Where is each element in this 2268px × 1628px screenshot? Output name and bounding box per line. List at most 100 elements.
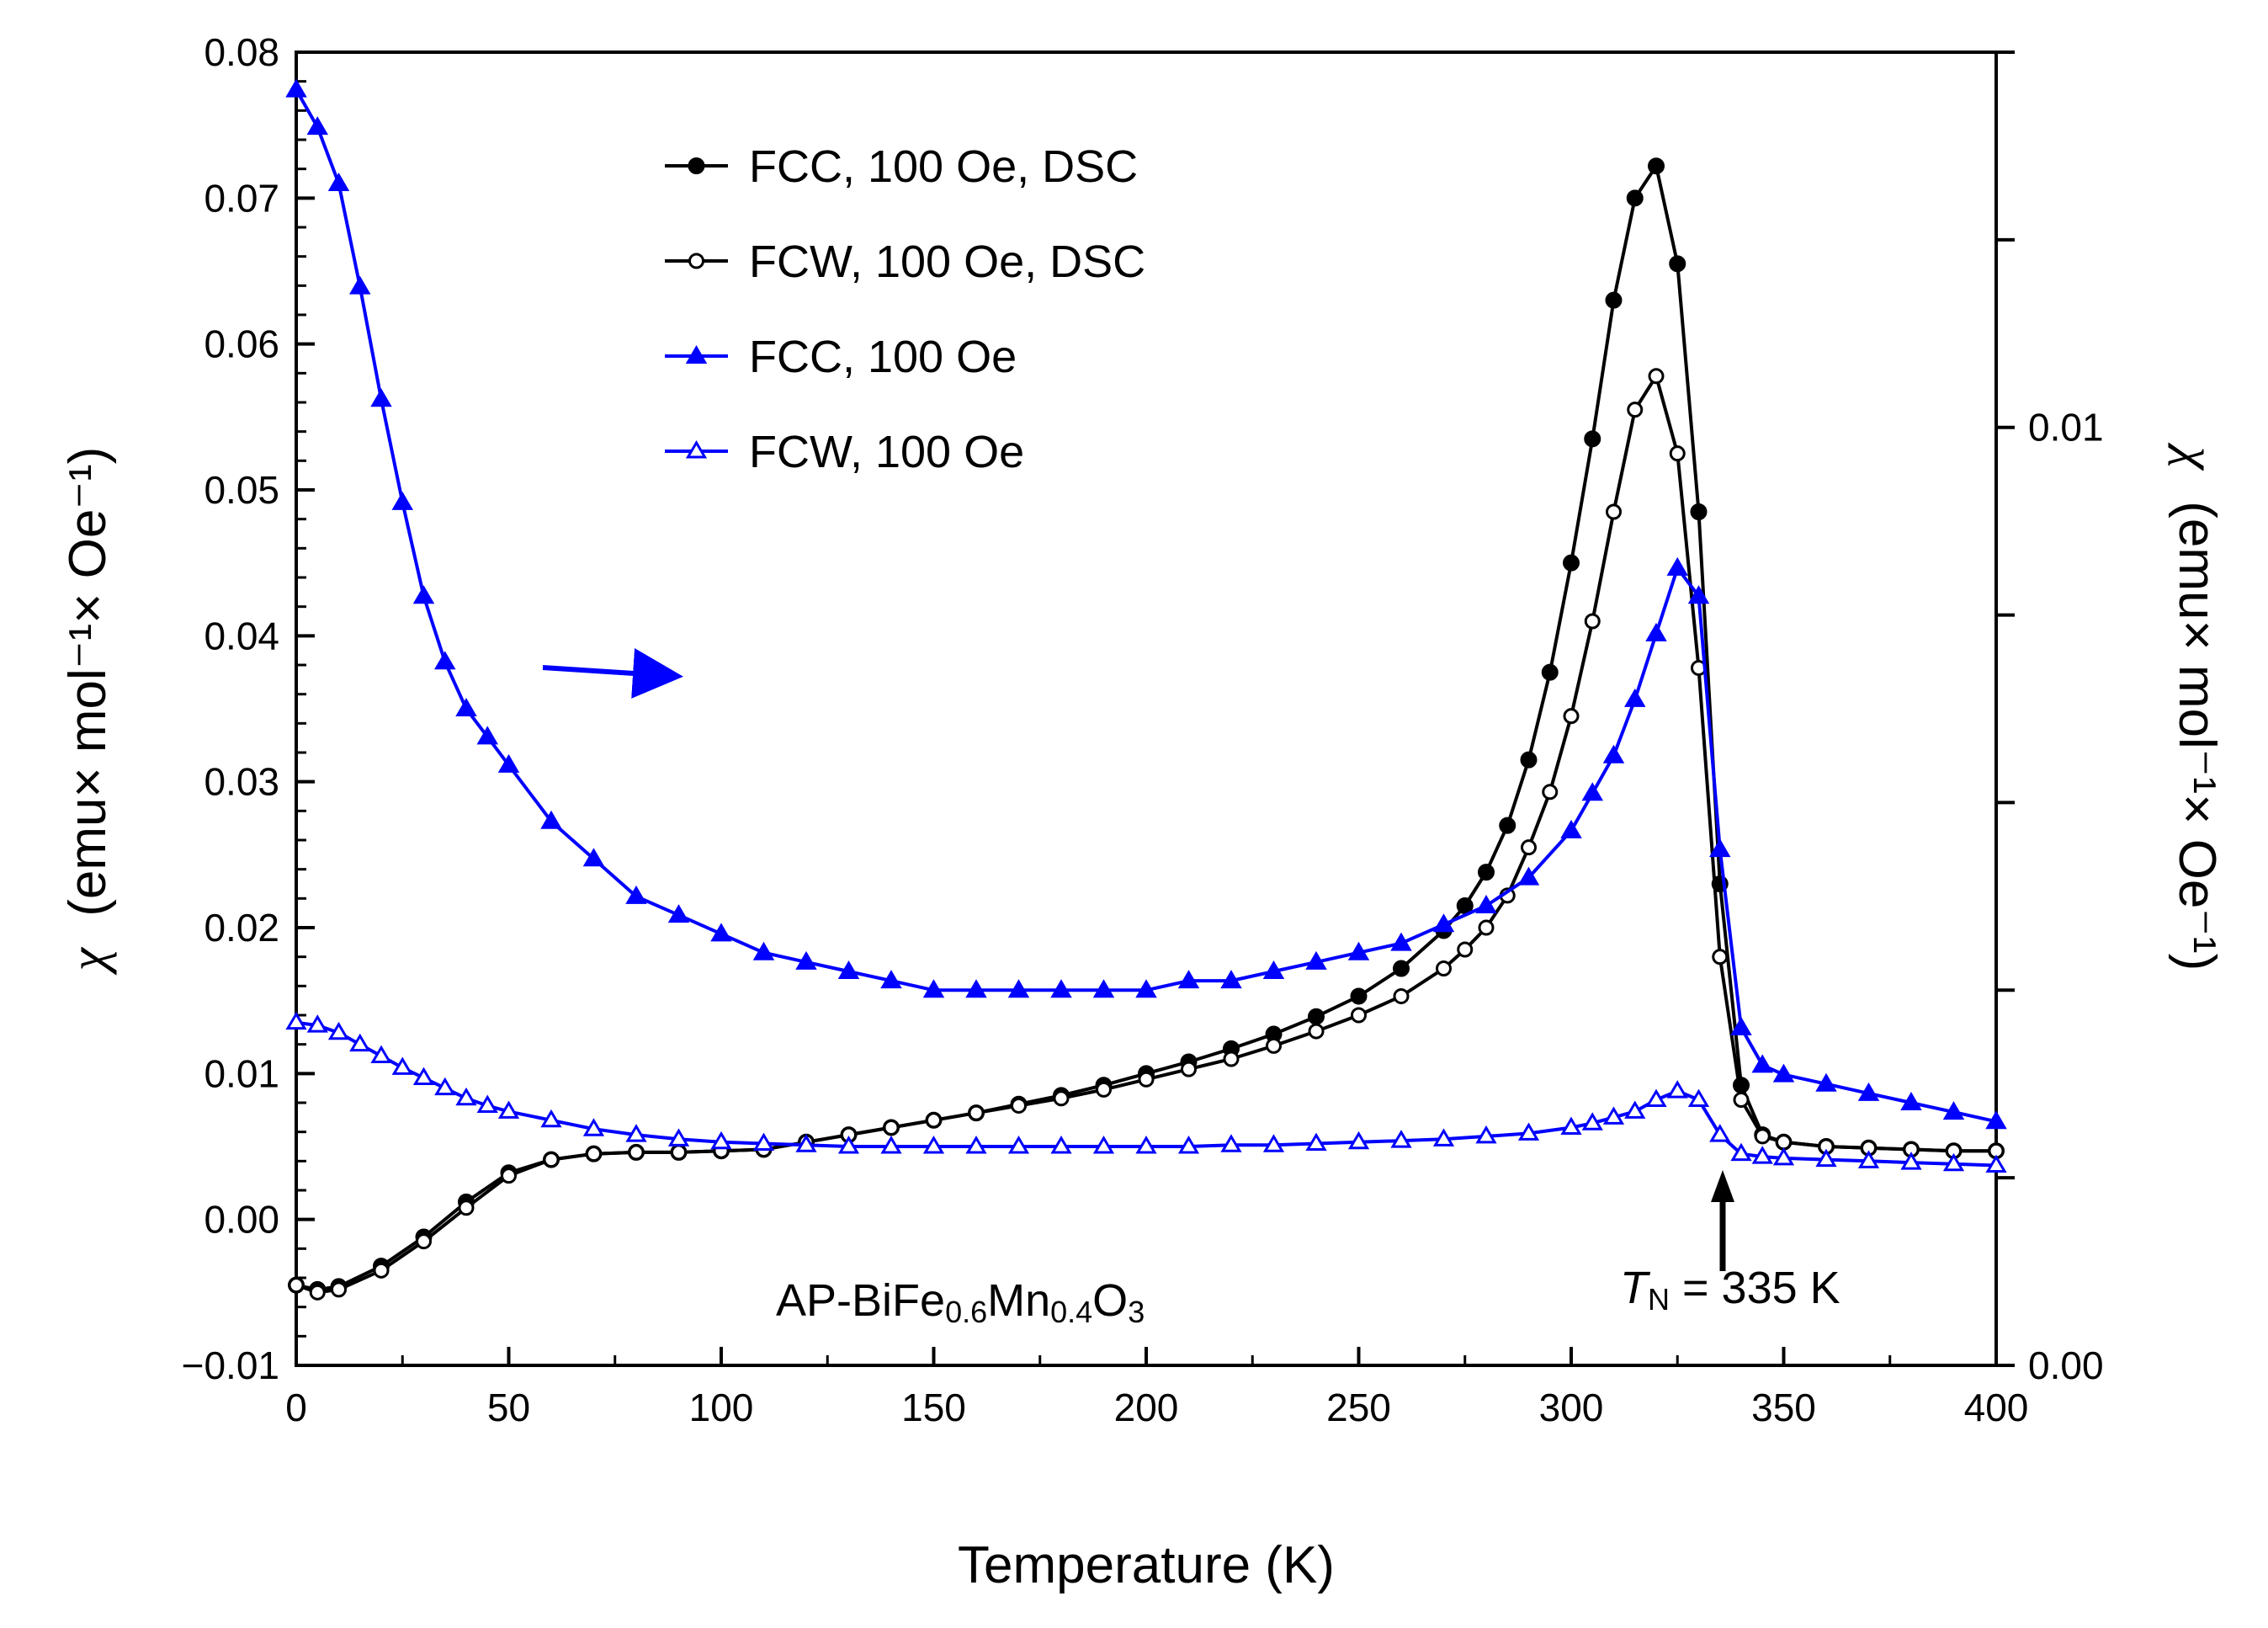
data-point <box>1563 708 1580 725</box>
data-point <box>1645 1088 1667 1108</box>
data-point <box>1648 368 1665 385</box>
data-point <box>1308 1023 1325 1040</box>
data-point <box>1351 1007 1367 1024</box>
data-point <box>1776 1134 1792 1151</box>
data-point <box>582 848 605 867</box>
data-point <box>922 979 945 998</box>
left-y-tick-label: 0.02 <box>204 906 279 950</box>
data-point <box>1521 839 1537 856</box>
data-point <box>455 1087 477 1106</box>
data-point <box>752 1132 775 1152</box>
right-y-axis-ticks: 0.00 0.01 <box>1996 51 2104 1387</box>
data-point <box>1666 556 1688 576</box>
legend-marker <box>685 345 708 364</box>
legend-label: FCC, 100 Oe, DSC <box>749 141 1138 192</box>
svg-text:χ (emu× mol⁻¹× Oe⁻¹): χ (emu× mol⁻¹× Oe⁻¹) <box>59 447 117 976</box>
data-point <box>309 1284 326 1301</box>
data-point <box>1305 950 1327 970</box>
x-tick-label-100: 100 <box>689 1386 754 1429</box>
data-point <box>1581 1112 1603 1131</box>
data-point <box>1393 960 1410 977</box>
data-point <box>1857 1150 1880 1168</box>
left-y-tick-label: 0.04 <box>204 614 279 657</box>
svg-text:χ (emu× mol⁻¹× Oe⁻¹): χ (emu× mol⁻¹× Oe⁻¹) <box>2168 443 2226 971</box>
right-y-tick-label: 0.00 <box>2028 1343 2104 1387</box>
left-y-axis-title: χ (emu× mol⁻¹× Oe⁻¹) <box>59 447 117 976</box>
data-point <box>1624 1100 1646 1119</box>
data-point <box>1007 1136 1030 1154</box>
data-point <box>288 1277 305 1294</box>
x-tick-label-50: 50 <box>487 1386 530 1429</box>
data-point <box>1223 1051 1240 1067</box>
data-point <box>416 1233 432 1250</box>
data-point <box>1541 663 1559 681</box>
data-point <box>880 1136 902 1154</box>
data-point <box>1432 1128 1455 1147</box>
data-point <box>837 1136 860 1154</box>
data-point <box>1475 1125 1497 1144</box>
x-tick-label-200: 200 <box>1114 1386 1179 1429</box>
x-tick-label-400: 400 <box>1964 1386 2029 1429</box>
legend-label: FCW, 100 Oe <box>749 427 1024 477</box>
left-y-tick-label: 0.07 <box>204 176 279 220</box>
data-point <box>331 1281 347 1298</box>
data-point <box>455 698 477 716</box>
right-y-axis-title: χ (emu× mol⁻¹× Oe⁻¹) <box>2168 443 2226 971</box>
legend-marker <box>688 157 705 174</box>
series-layer <box>285 78 2007 1301</box>
neel-arrow-head <box>1711 1170 1734 1202</box>
data-point <box>667 1128 690 1147</box>
legend-item-3: FCC, 100 Oe <box>665 332 1017 382</box>
data-point <box>1393 987 1410 1004</box>
data-point <box>1815 1072 1837 1092</box>
series-4 <box>285 1011 2007 1173</box>
data-point <box>1135 1136 1157 1154</box>
data-point <box>1177 970 1200 989</box>
data-point <box>965 979 987 998</box>
data-point <box>497 753 520 773</box>
right-y-tick-label: 0.01 <box>2028 406 2104 450</box>
data-point <box>1177 1136 1200 1154</box>
left-y-tick-label: 0.08 <box>204 30 279 74</box>
legend-marker <box>685 440 708 459</box>
data-point <box>795 1134 817 1152</box>
legend-label: FCC, 100 Oe <box>749 332 1017 382</box>
neel-temperature-annotation: TN = 335 K <box>1620 1170 1840 1317</box>
data-point <box>1751 1146 1773 1164</box>
data-point <box>306 116 328 136</box>
data-point <box>1220 1134 1242 1152</box>
data-point <box>1751 1054 1773 1073</box>
data-point <box>1347 1131 1370 1150</box>
data-point <box>1542 784 1559 801</box>
data-point <box>1602 1106 1625 1125</box>
data-point <box>1605 291 1623 309</box>
data-point <box>1690 503 1708 520</box>
series-2 <box>288 368 2005 1301</box>
data-point <box>476 726 498 745</box>
left-y-axis-units: (emu× mol⁻¹× Oe⁻¹) <box>59 447 117 917</box>
data-point <box>501 1168 517 1184</box>
data-point <box>1092 1136 1115 1154</box>
data-point <box>1053 1090 1070 1107</box>
data-point <box>391 491 413 510</box>
data-point <box>1985 1154 2007 1173</box>
data-point <box>458 1200 475 1216</box>
data-point <box>1478 864 1495 881</box>
data-point <box>1092 979 1115 998</box>
data-point <box>1007 979 1030 998</box>
data-point <box>349 1033 371 1052</box>
legend-item-4: FCW, 100 Oe <box>665 427 1024 477</box>
data-point <box>710 1131 732 1150</box>
x-tick-label-150: 150 <box>901 1386 966 1429</box>
data-point <box>540 1109 562 1128</box>
data-point <box>1011 1097 1027 1114</box>
data-point <box>880 970 902 989</box>
legend-item-2: FCW, 100 Oe, DSC <box>665 237 1145 287</box>
data-point <box>1436 960 1452 977</box>
data-point <box>1985 1110 2007 1130</box>
data-point <box>540 810 562 829</box>
x-axis-ticks: 0 50 100 150 200 250 300 350 400 <box>285 1347 2028 1429</box>
data-point <box>1517 866 1540 886</box>
data-point <box>1347 941 1370 960</box>
